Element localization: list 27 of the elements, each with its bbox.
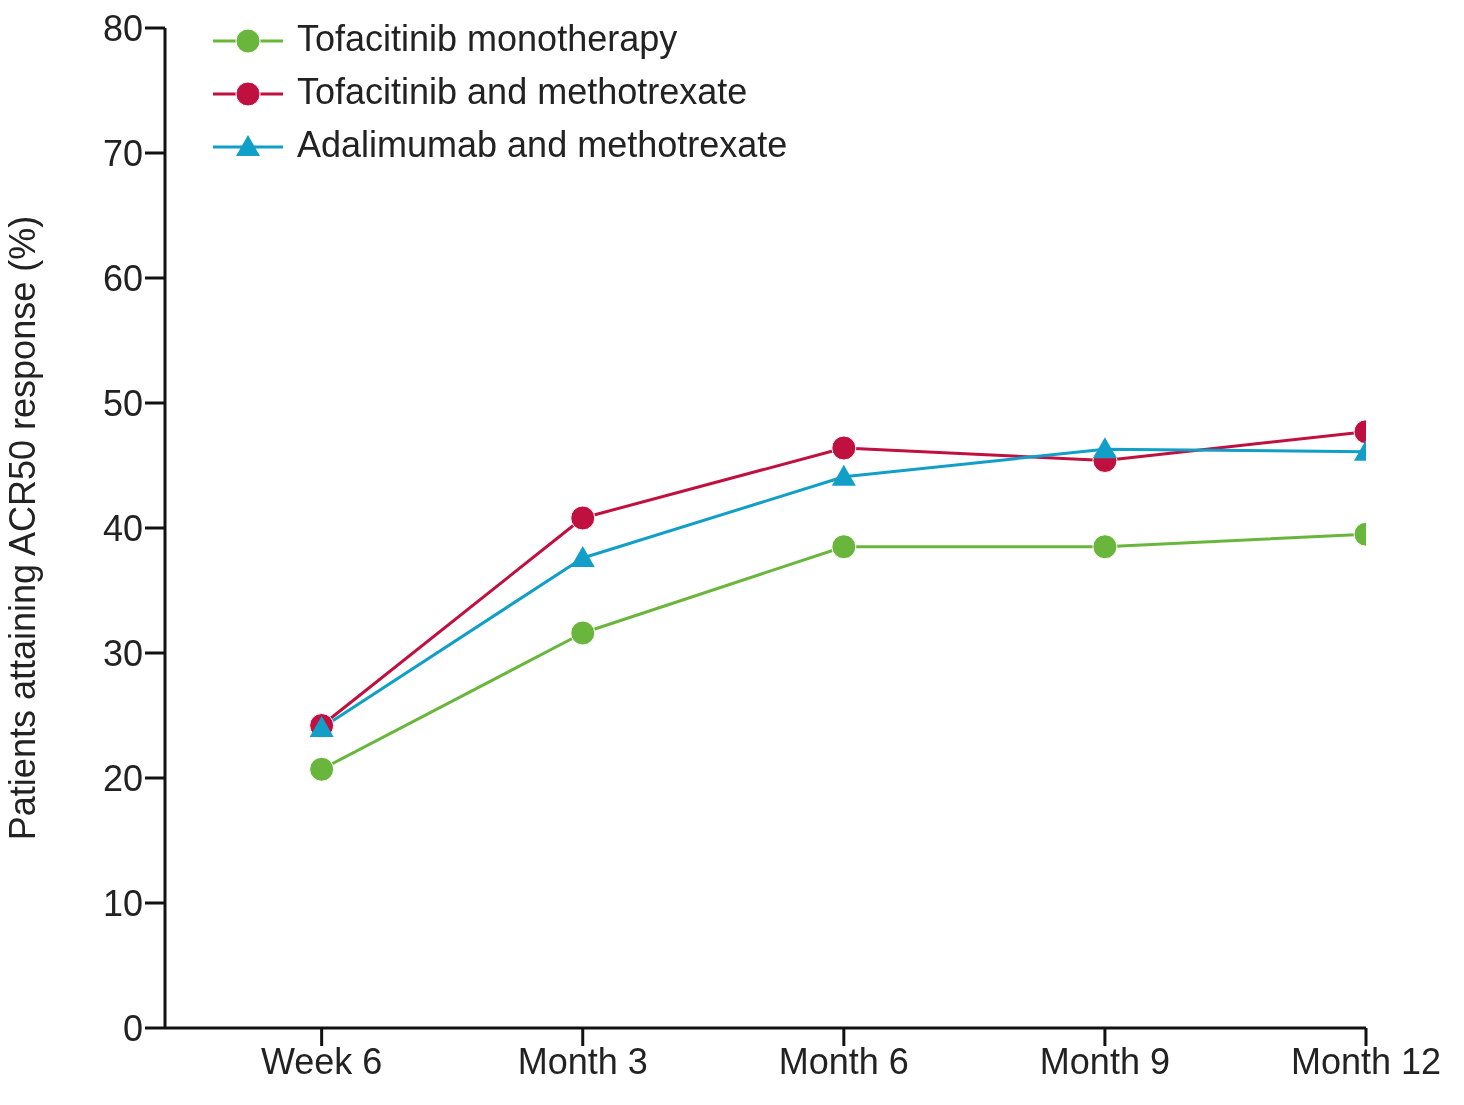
y-tick-label: 10 (102, 882, 143, 924)
y-tick-label: 40 (102, 507, 143, 549)
legend-label: Tofacitinib and methotrexate (296, 70, 749, 114)
legend-label: Tofacitinib monotherapy (296, 17, 679, 61)
x-tick-label: Month 6 (778, 1040, 909, 1082)
point (570, 505, 596, 531)
point (831, 464, 856, 486)
point (1092, 437, 1117, 459)
point (831, 534, 857, 560)
point (309, 756, 335, 782)
x-tick-label: Month 12 (1290, 1040, 1442, 1082)
point (1092, 534, 1118, 560)
y-tick-label: 50 (102, 382, 143, 424)
y-tick-label: 30 (102, 632, 143, 674)
legend-label: Adalimumab and methotrexate (296, 123, 788, 167)
x-tick-label: Week 6 (260, 1040, 383, 1082)
y-axis-title: Patients attaining ACR50 response (%) (1, 215, 43, 841)
x-tick-label: Month 3 (517, 1040, 648, 1082)
y-tick-label: 0 (122, 1007, 143, 1049)
y-tick-label: 70 (102, 132, 143, 174)
point (570, 620, 596, 646)
x-tick-label: Month 9 (1039, 1040, 1170, 1082)
y-tick-label: 20 (102, 757, 143, 799)
y-tick-label: 80 (102, 7, 143, 49)
point (831, 435, 857, 461)
point (570, 546, 595, 567)
y-tick-label: 60 (102, 257, 143, 299)
